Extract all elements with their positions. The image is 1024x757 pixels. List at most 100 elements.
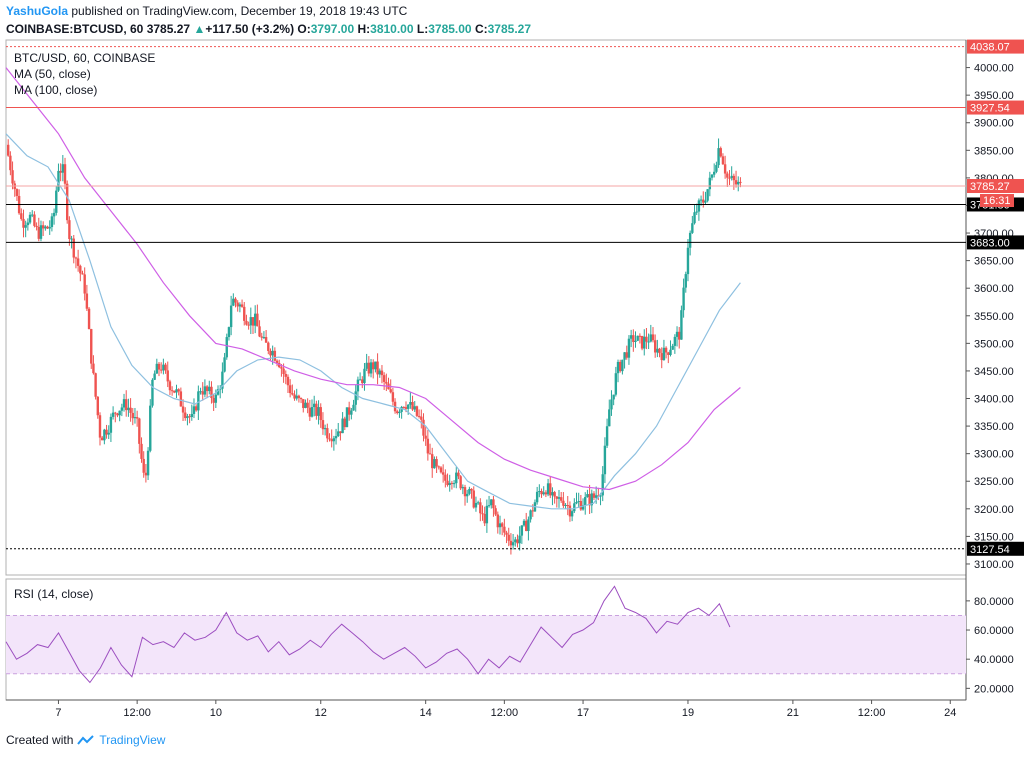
candle-body [33,214,36,226]
candle-body [9,155,12,171]
candle-body [406,404,410,409]
candle-body [562,500,565,506]
candle-body [452,483,456,485]
x-tick-label: 12 [315,707,327,719]
candle-body [566,504,569,506]
candle-body [398,411,401,414]
candle-body [588,494,591,506]
candle-body [433,459,436,469]
candle-body [282,368,285,374]
candle-body [402,406,406,408]
candle-body [179,391,183,407]
candle-body [79,265,82,274]
y-tick-label: 3900.00 [974,118,1014,130]
candle-body [511,542,515,546]
candle-body [214,394,218,403]
candle-body [424,435,427,439]
candle-body [400,406,403,412]
candle-body [658,348,661,354]
candle-body [61,164,65,173]
candle-body [291,393,294,395]
candle-body [378,370,381,375]
candle-body [500,523,504,527]
candle-body [527,519,530,532]
candle-body [538,490,541,492]
author-name[interactable]: YashuGola [6,4,69,18]
candle-body [356,379,360,392]
candle-body [623,352,626,360]
legend-rsi[interactable]: RSI (14, close) [14,587,94,601]
candle-body [382,375,386,382]
symbol-label: COINBASE:BTCUSD, 60 [6,22,144,36]
candle-body [260,336,263,338]
candle-body [20,213,23,219]
legend-ma100[interactable]: MA (100, close) [14,83,98,97]
candle-body [26,222,30,226]
legend-ma50[interactable]: MA (50, close) [14,67,91,81]
candle-body [507,534,510,541]
candle-body [116,413,119,416]
candle-body [726,173,729,178]
last-price-value: 3785.27 [146,22,191,36]
candle-body [28,214,32,223]
candle-body [74,257,78,259]
candle-body [505,532,508,535]
candle-body [337,431,340,437]
candle-body [441,472,445,475]
candle-body [678,331,681,340]
candle-body [444,474,447,481]
candle-body [479,502,482,514]
candle-body [94,373,97,397]
candle-body [706,189,709,201]
y-tick-label: 3650.00 [974,256,1014,268]
candle-body [22,218,25,228]
candle-body [629,335,633,339]
candle-body [192,406,196,414]
candle-body [46,226,49,229]
candle-body [485,505,489,524]
tradingview-brand[interactable]: TradingView [99,733,166,747]
candle-body [522,520,526,526]
y-tick-label: 3950.00 [974,90,1014,102]
candle-body [186,416,189,419]
x-tick-label: 7 [55,707,61,719]
level-label: 3127.54 [970,544,1010,556]
candle-body [212,397,215,403]
candle-body [466,493,469,497]
candle-body [326,428,329,439]
legend-series[interactable]: BTC/USD, 60, COINBASE [14,51,156,65]
candle-body [656,348,659,353]
candle-body [258,326,261,337]
candle-body [146,450,150,476]
candle-body [431,454,434,469]
candle-body [352,404,355,411]
candle-body [24,225,27,228]
candle-body [363,368,366,384]
candle-body [240,304,244,307]
candle-body [133,417,137,419]
candle-body [457,472,460,477]
candle-body [245,320,248,325]
candle-body [304,402,307,408]
candle-body [251,317,255,326]
candle-body [236,302,239,307]
rsi-tick-label: 80.0000 [974,596,1014,608]
candle-body [142,458,145,473]
candle-body [227,327,231,338]
candle-body [664,347,668,353]
last-price-label-bg [967,179,1024,194]
candle-body [135,417,139,419]
candle-body [551,492,554,496]
candle-body [599,495,602,497]
candle-body [168,381,172,391]
candle-body [57,170,60,191]
candle-body [455,472,458,484]
candle-body [492,499,495,509]
candle-body [682,287,685,311]
level-label-bg [967,39,1024,54]
candle-body [470,488,473,491]
candle-body [422,419,425,436]
candle-body [597,495,600,497]
candle-body [205,386,209,392]
